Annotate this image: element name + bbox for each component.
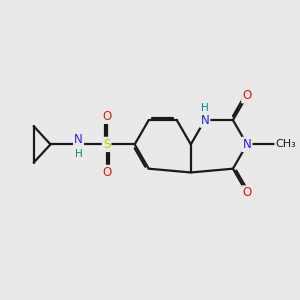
Text: H: H — [75, 149, 83, 159]
Text: N: N — [74, 133, 83, 146]
Text: O: O — [102, 166, 111, 179]
Text: S: S — [103, 138, 110, 151]
Text: O: O — [102, 110, 111, 123]
Text: N: N — [243, 138, 251, 151]
Text: N: N — [200, 114, 209, 127]
Text: H: H — [201, 103, 209, 113]
Text: O: O — [242, 89, 252, 102]
Text: O: O — [242, 187, 252, 200]
Text: CH₃: CH₃ — [275, 140, 296, 149]
